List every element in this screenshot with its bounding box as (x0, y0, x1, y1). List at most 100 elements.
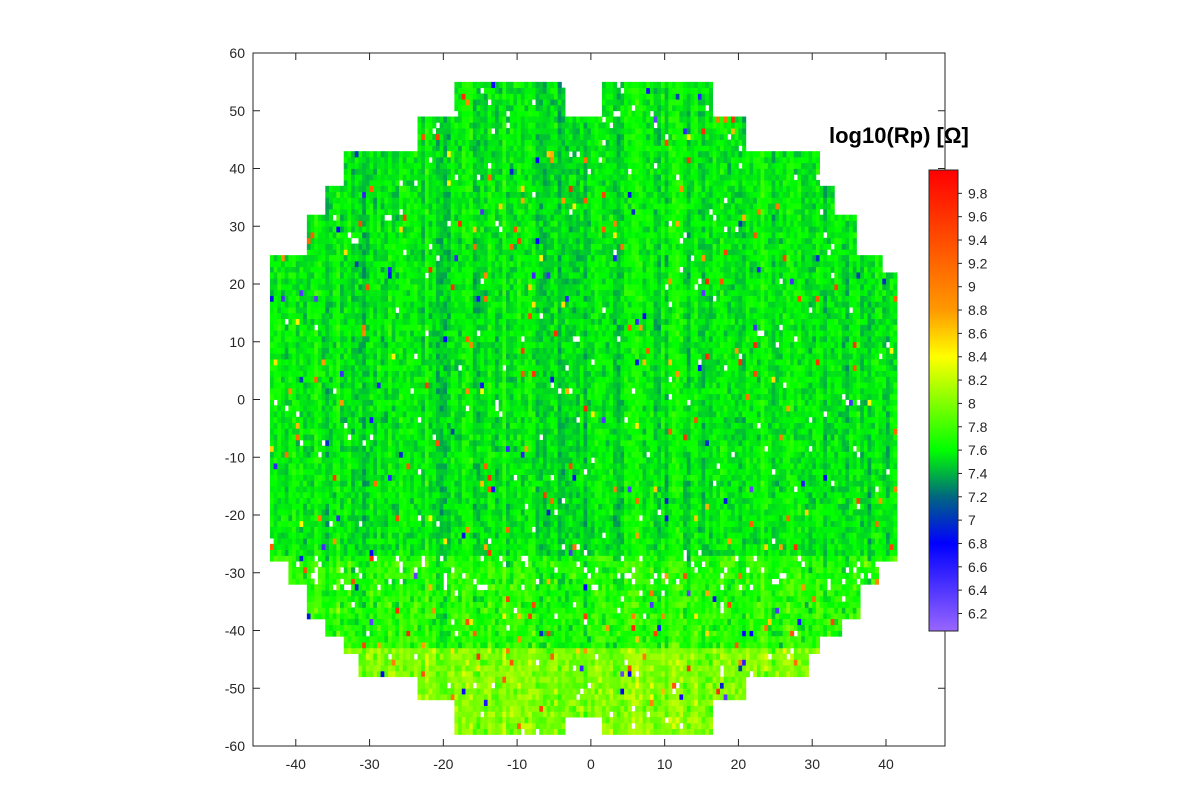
heatmap-cell (642, 549, 647, 556)
heatmap-cell (568, 520, 573, 527)
heatmap-cell (594, 549, 599, 556)
heatmap-cell (782, 197, 787, 204)
heatmap-cell (542, 110, 548, 117)
heatmap-cell (694, 208, 699, 216)
heatmap-cell (583, 237, 588, 244)
heatmap-cell (753, 232, 758, 239)
heatmap-cell (841, 555, 846, 562)
heatmap-cell (465, 185, 470, 192)
heatmap-cell (354, 180, 359, 187)
heatmap-cell (465, 232, 470, 239)
heatmap-cell (376, 243, 382, 250)
heatmap-cell (351, 549, 356, 556)
heatmap-cell (646, 168, 651, 175)
heatmap-cell (756, 543, 761, 551)
heatmap-cell (742, 168, 747, 175)
heatmap-cell (428, 226, 433, 233)
heatmap-cell (624, 555, 629, 562)
heatmap-cell (613, 226, 618, 233)
heatmap-cell (343, 208, 348, 216)
heatmap-cell (480, 220, 485, 227)
heatmap-cell (660, 156, 666, 164)
heatmap-cell (391, 214, 396, 221)
heatmap-cell (557, 526, 562, 533)
heatmap-cell (469, 532, 474, 539)
heatmap-cell (638, 156, 643, 164)
heatmap-cell (679, 214, 684, 221)
heatmap-cell (498, 133, 503, 141)
heatmap-cell (690, 99, 695, 106)
heatmap-cell (321, 214, 326, 221)
heatmap-cell (790, 232, 795, 239)
heatmap-cell (620, 145, 625, 152)
heatmap-cell (823, 555, 828, 562)
heatmap-cell (583, 532, 588, 539)
heatmap-cell (686, 99, 691, 106)
heatmap-cell (653, 87, 658, 94)
heatmap-cell (657, 526, 662, 533)
heatmap-cell (354, 243, 359, 250)
heatmap-cell (594, 203, 599, 210)
heatmap-cell (638, 243, 643, 250)
heatmap-cell (734, 526, 739, 533)
heatmap-cell (613, 93, 618, 100)
heatmap-cell (705, 87, 710, 94)
heatmap-cell (517, 162, 522, 169)
heatmap-cell (616, 532, 621, 539)
heatmap-cell (801, 538, 806, 545)
heatmap-cell (568, 526, 573, 533)
heatmap-cell (365, 237, 370, 244)
heatmap-cell (767, 543, 773, 551)
heatmap-cell (679, 185, 684, 192)
heatmap-cell (432, 243, 437, 250)
heatmap-cell (590, 520, 595, 527)
heatmap-cell (439, 214, 444, 221)
heatmap-cell (369, 208, 374, 216)
heatmap-cell (590, 185, 595, 192)
heatmap-cell (830, 543, 835, 551)
heatmap-cell (756, 226, 761, 233)
heatmap-cell (384, 538, 389, 545)
heatmap-cell (605, 255, 610, 262)
heatmap-cell (395, 185, 400, 192)
heatmap-cell (668, 520, 673, 527)
heatmap-cell (657, 174, 662, 181)
heatmap-cell (388, 197, 393, 204)
heatmap-cell (871, 538, 876, 545)
heatmap-cell (576, 180, 581, 187)
heatmap-cell (609, 220, 614, 227)
heatmap-cell (616, 220, 621, 227)
heatmap-cell (694, 185, 699, 192)
heatmap-cell (388, 243, 393, 250)
heatmap-cell (520, 237, 525, 244)
heatmap-cell (708, 526, 714, 533)
heatmap-cell (790, 243, 795, 250)
heatmap-cell (642, 543, 647, 551)
heatmap-cell (380, 237, 385, 244)
heatmap-cell (417, 197, 422, 204)
heatmap-cell (424, 255, 429, 262)
heatmap-cell (701, 220, 706, 227)
heatmap-cell (424, 249, 429, 256)
heatmap-cell (882, 555, 887, 562)
heatmap-cell (281, 538, 286, 545)
heatmap-cell (782, 185, 787, 192)
heatmap-cell (417, 133, 422, 141)
heatmap-cell (779, 232, 784, 239)
heatmap-cell (815, 237, 820, 244)
heatmap-cell (683, 191, 688, 198)
heatmap-cell (694, 532, 699, 539)
heatmap-cell (557, 191, 562, 198)
heatmap-cell (723, 208, 728, 216)
heatmap-cell (546, 116, 551, 123)
heatmap-cell (745, 180, 750, 187)
heatmap-cell (576, 128, 581, 135)
heatmap-cell (435, 555, 441, 562)
heatmap-cell (627, 538, 632, 545)
heatmap-cell (428, 538, 433, 545)
heatmap-cell (528, 174, 533, 181)
heatmap-cell (583, 191, 588, 198)
heatmap-cell (878, 555, 883, 562)
heatmap-cell (542, 93, 548, 100)
heatmap-cell (328, 260, 334, 268)
